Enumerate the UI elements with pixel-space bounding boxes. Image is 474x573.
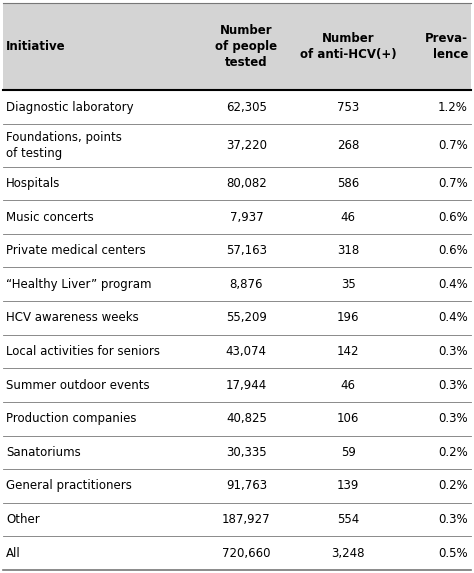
- Text: 753: 753: [337, 101, 359, 113]
- Text: 139: 139: [337, 480, 359, 492]
- Text: 57,163: 57,163: [226, 244, 267, 257]
- Text: Other: Other: [6, 513, 40, 526]
- Text: General practitioners: General practitioners: [6, 480, 132, 492]
- Text: 35: 35: [341, 278, 356, 291]
- Text: 0.6%: 0.6%: [438, 210, 468, 223]
- Text: 37,220: 37,220: [226, 139, 267, 152]
- Text: Summer outdoor events: Summer outdoor events: [6, 379, 150, 391]
- Text: 0.2%: 0.2%: [438, 480, 468, 492]
- Text: 0.3%: 0.3%: [438, 513, 468, 526]
- Text: Local activities for seniors: Local activities for seniors: [6, 345, 160, 358]
- Text: Initiative: Initiative: [6, 40, 65, 53]
- Text: Foundations, points
of testing: Foundations, points of testing: [6, 131, 122, 160]
- Text: 554: 554: [337, 513, 359, 526]
- Text: 720,660: 720,660: [222, 547, 271, 560]
- Text: 268: 268: [337, 139, 359, 152]
- Text: 196: 196: [337, 311, 359, 324]
- Text: Music concerts: Music concerts: [6, 210, 94, 223]
- Text: Number
of anti-HCV(+): Number of anti-HCV(+): [300, 32, 396, 61]
- Text: 80,082: 80,082: [226, 177, 267, 190]
- Text: 17,944: 17,944: [226, 379, 267, 391]
- Text: 7,937: 7,937: [229, 210, 263, 223]
- Text: All: All: [6, 547, 21, 560]
- Text: Preva-
lence: Preva- lence: [425, 32, 468, 61]
- Bar: [3, 3, 471, 91]
- Text: 43,074: 43,074: [226, 345, 267, 358]
- Text: 46: 46: [341, 210, 356, 223]
- Text: 62,305: 62,305: [226, 101, 267, 113]
- Text: Sanatoriums: Sanatoriums: [6, 446, 81, 459]
- Text: 0.2%: 0.2%: [438, 446, 468, 459]
- Text: 59: 59: [341, 446, 356, 459]
- Text: 55,209: 55,209: [226, 311, 267, 324]
- Text: 0.6%: 0.6%: [438, 244, 468, 257]
- Text: 142: 142: [337, 345, 359, 358]
- Text: 8,876: 8,876: [229, 278, 263, 291]
- Text: 0.4%: 0.4%: [438, 278, 468, 291]
- Text: Hospitals: Hospitals: [6, 177, 60, 190]
- Text: 0.5%: 0.5%: [438, 547, 468, 560]
- Text: Diagnostic laboratory: Diagnostic laboratory: [6, 101, 134, 113]
- Text: Number
of people
tested: Number of people tested: [215, 24, 277, 69]
- Text: 0.3%: 0.3%: [438, 345, 468, 358]
- Text: 586: 586: [337, 177, 359, 190]
- Text: 3,248: 3,248: [331, 547, 365, 560]
- Text: Private medical centers: Private medical centers: [6, 244, 146, 257]
- Text: 0.3%: 0.3%: [438, 412, 468, 425]
- Text: 40,825: 40,825: [226, 412, 267, 425]
- Text: 0.3%: 0.3%: [438, 379, 468, 391]
- Text: 318: 318: [337, 244, 359, 257]
- Text: 46: 46: [341, 379, 356, 391]
- Text: 106: 106: [337, 412, 359, 425]
- Text: HCV awareness weeks: HCV awareness weeks: [6, 311, 139, 324]
- Text: 0.7%: 0.7%: [438, 139, 468, 152]
- Text: 30,335: 30,335: [226, 446, 267, 459]
- Text: 91,763: 91,763: [226, 480, 267, 492]
- Text: Production companies: Production companies: [6, 412, 137, 425]
- Text: 0.7%: 0.7%: [438, 177, 468, 190]
- Text: 1.2%: 1.2%: [438, 101, 468, 113]
- Text: “Healthy Liver” program: “Healthy Liver” program: [6, 278, 152, 291]
- Text: 0.4%: 0.4%: [438, 311, 468, 324]
- Text: 187,927: 187,927: [222, 513, 271, 526]
